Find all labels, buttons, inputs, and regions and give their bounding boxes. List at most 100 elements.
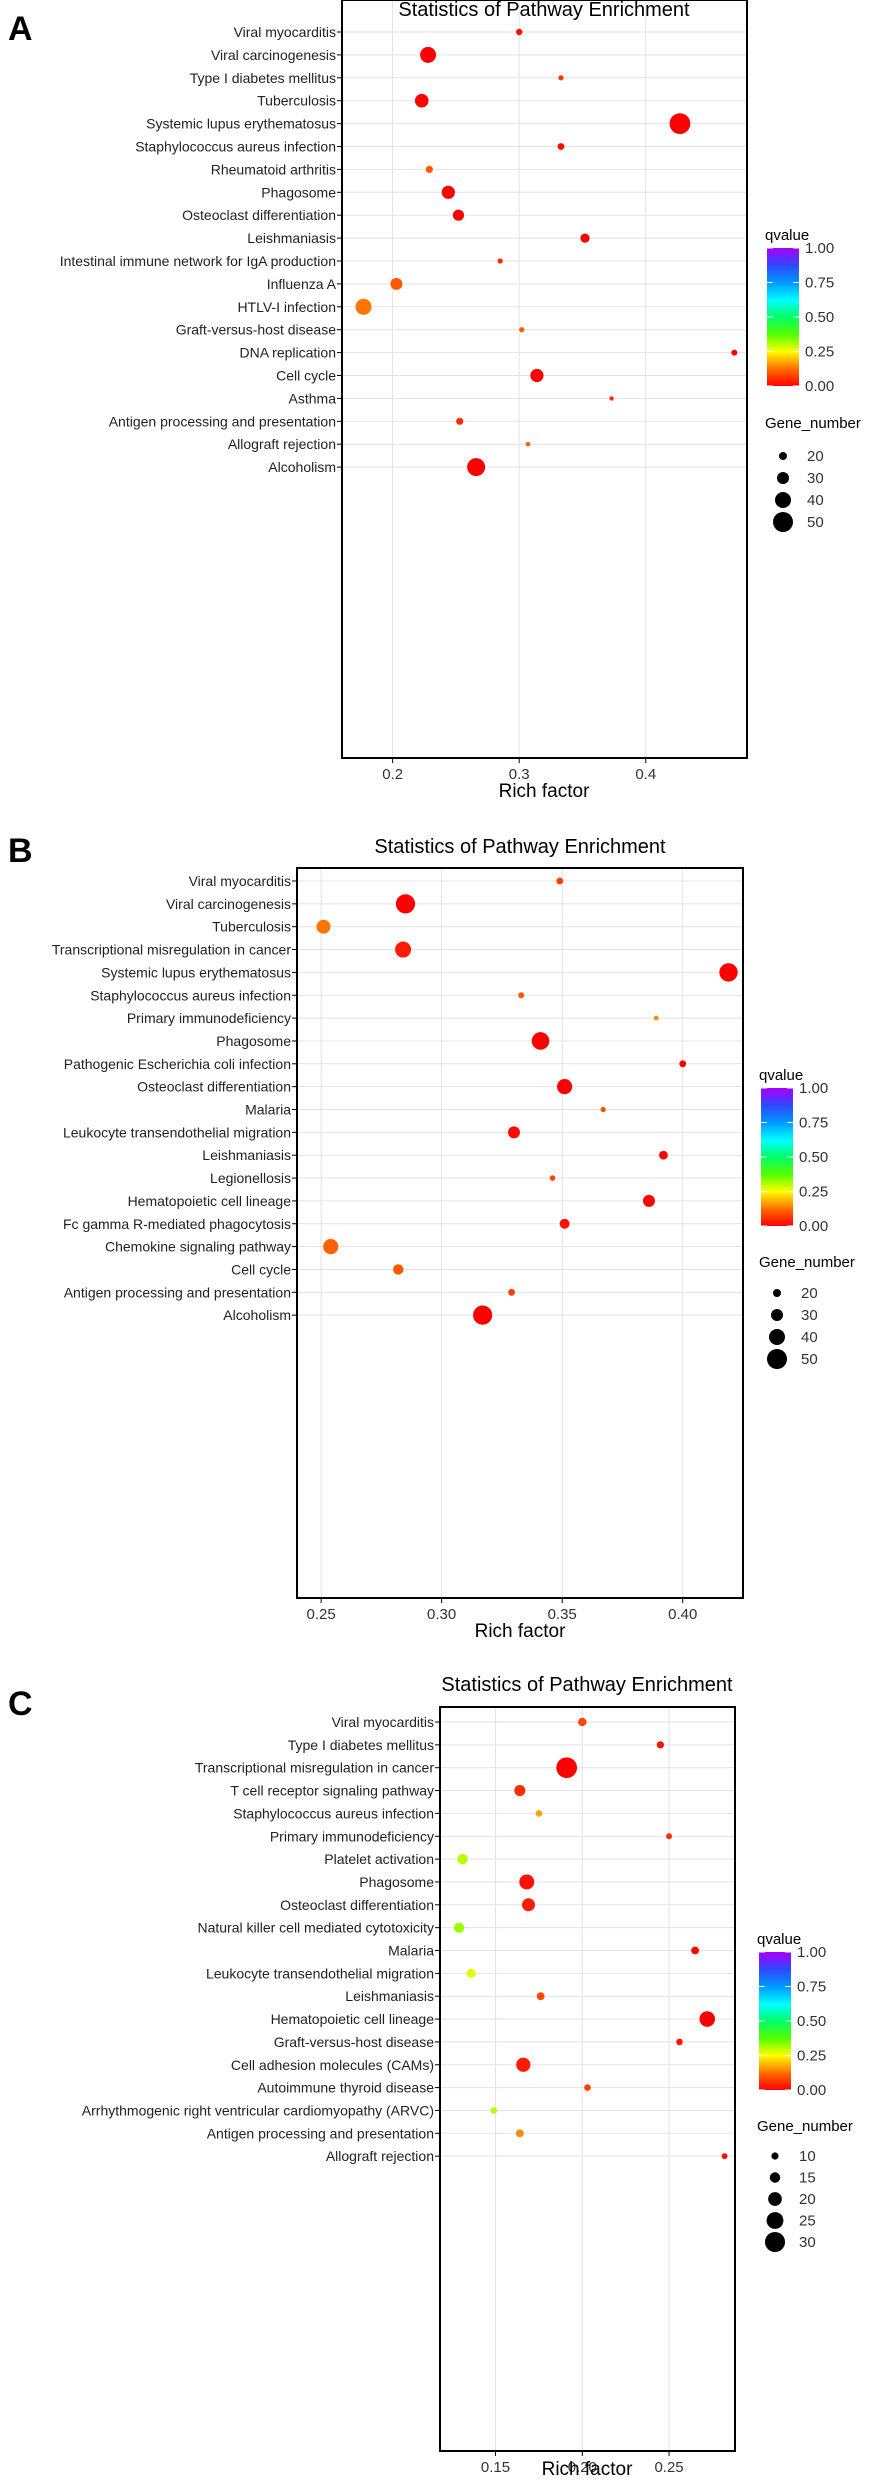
enrichment-point <box>452 209 465 221</box>
pathway-label: Leishmaniasis <box>247 230 336 246</box>
pathway-label: Phagosome <box>216 1033 291 1049</box>
pathway-label: Transcriptional misregulation in cancer <box>52 942 291 958</box>
enrichment-point <box>642 1194 655 1207</box>
colorbar-tick-label: 0.50 <box>799 1149 828 1166</box>
panel-b-label: B <box>8 832 33 870</box>
panel-a-qvalue-legend-title: qvalue <box>765 227 809 244</box>
enrichment-point <box>559 1218 570 1229</box>
enrichment-point <box>515 28 523 36</box>
enrichment-point <box>666 1833 673 1840</box>
pathway-label: Chemokine signaling pathway <box>105 1239 291 1255</box>
pathway-label: Hematopoietic cell lineage <box>271 2011 435 2027</box>
size-key-label: 10 <box>799 2148 816 2165</box>
size-key-label: 20 <box>799 2191 816 2208</box>
pathway-label: Viral carcinogenesis <box>166 896 291 912</box>
enrichment-point <box>691 1946 700 1955</box>
pathway-label: Arrhythmogenic right ventricular cardiom… <box>82 2102 434 2118</box>
enrichment-point <box>420 46 437 63</box>
panel-c-title: Statistics of Pathway Enrichment <box>441 1674 733 1696</box>
size-key-dot <box>773 1289 781 1297</box>
enrichment-point <box>507 1126 520 1139</box>
panel-a-qvalue-legend: qvalue 1.00 0.75 0.50 0.25 0.00 <box>765 227 834 395</box>
enrichment-point <box>731 349 738 356</box>
panel-b-points <box>316 877 738 1325</box>
x-tick-label: 0.3 <box>509 766 530 783</box>
colorbar-tick-label: 0.00 <box>805 378 834 395</box>
pathway-label: Legionellosis <box>210 1170 291 1186</box>
panel-a-label: A <box>8 10 33 48</box>
size-key-dot <box>769 1329 785 1345</box>
enrichment-point <box>519 1874 535 1890</box>
pathway-label: Antigen processing and presentation <box>64 1284 291 1300</box>
size-key-dot <box>773 512 793 532</box>
enrichment-point <box>456 417 464 425</box>
pathway-label: Type I diabetes mellitus <box>288 1737 434 1753</box>
pathway-label: Natural killer cell mediated cytotoxicit… <box>197 1920 434 1936</box>
size-key-dot <box>769 2172 781 2183</box>
enrichment-point <box>516 2057 531 2072</box>
enrichment-point <box>669 113 691 134</box>
panel-a-gene-number-legend: Gene_number 20 30 40 50 <box>765 415 861 532</box>
enrichment-point <box>556 1757 578 1779</box>
size-key-dot <box>766 2212 784 2229</box>
colorbar-tick-label: 0.00 <box>799 1218 828 1235</box>
panel-c-x-ticks: 0.15 0.20 0.25 <box>435 1721 684 2476</box>
enrichment-point <box>425 165 433 173</box>
pathway-label: Viral myocarditis <box>234 24 336 40</box>
pathway-label: Allograft rejection <box>228 436 336 452</box>
pathway-label: HTLV-I infection <box>237 299 336 315</box>
panel-b-qvalue-legend-title: qvalue <box>759 1067 803 1084</box>
enrichment-point <box>530 368 544 383</box>
enrichment-point <box>584 2084 591 2091</box>
enrichment-point <box>578 1717 587 1727</box>
size-key-dot <box>768 2192 782 2206</box>
panel-c-gene-number-legend: Gene_number 10 15 20 25 30 <box>757 2118 853 2253</box>
enrichment-point <box>558 75 564 81</box>
colorbar-tick-label: 1.00 <box>805 240 834 257</box>
pathway-label: Autoimmune thyroid disease <box>257 2080 434 2096</box>
pathway-label: Leishmaniasis <box>202 1147 291 1163</box>
enrichment-point <box>515 2129 524 2138</box>
pathway-label: Influenza A <box>267 276 337 292</box>
panel-b-gene-number-legend-title: Gene_number <box>759 1254 855 1271</box>
colorbar-tick-label: 0.25 <box>805 344 834 361</box>
size-key-label: 25 <box>799 2213 816 2230</box>
enrichment-point <box>522 1898 535 1912</box>
size-key-dot <box>767 1349 787 1369</box>
enrichment-point <box>393 1264 404 1275</box>
panel-c-points <box>453 1717 728 2160</box>
enrichment-point <box>355 298 372 315</box>
panel-b-x-ticks: 0.25 0.30 0.35 0.40 <box>292 880 697 1623</box>
pathway-label: Malaria <box>245 1102 291 1118</box>
x-tick-label: 0.15 <box>481 2459 510 2476</box>
size-key-label: 30 <box>801 1307 818 1324</box>
pathway-label: Asthma <box>289 390 337 406</box>
panel-a-category-labels: Viral myocarditis Viral carcinogenesis Typ… <box>60 24 337 475</box>
colorbar-tick-label: 1.00 <box>797 1944 826 1961</box>
pathway-label: Rheumatoid arthritis <box>211 161 336 177</box>
enrichment-point <box>536 1992 545 2001</box>
pathway-label: Primary immunodeficiency <box>270 1828 434 1844</box>
pathway-label: Systemic lupus erythematosus <box>101 964 291 980</box>
size-key-dot <box>771 1309 783 1321</box>
enrichment-point <box>679 1060 687 1068</box>
enrichment-point <box>466 1968 476 1978</box>
pathway-label: Antigen processing and presentation <box>207 2125 434 2141</box>
enrichment-point <box>441 185 455 199</box>
enrichment-point <box>457 1853 468 1865</box>
enrichment-point <box>395 894 416 914</box>
pathway-label: Staphylococcus aureus infection <box>135 139 336 155</box>
size-key-label: 30 <box>807 470 824 487</box>
panel-b-gene-number-legend: Gene_number 20 30 40 50 <box>759 1254 855 1369</box>
size-key-label: 20 <box>801 1285 818 1302</box>
enrichment-point <box>557 143 565 150</box>
pathway-label: Osteoclast differentiation <box>280 1897 434 1913</box>
enrichment-point <box>719 963 738 982</box>
pathway-label: T cell receptor signaling pathway <box>230 1783 434 1799</box>
pathway-label: Systemic lupus erythematosus <box>146 116 336 132</box>
pathway-label: Viral myocarditis <box>332 1714 434 1730</box>
x-tick-label: 0.2 <box>382 766 403 783</box>
pathway-label: Alcoholism <box>223 1307 291 1323</box>
pathway-label: Transcriptional misregulation in cancer <box>195 1760 434 1776</box>
pathway-label: Alcoholism <box>268 459 336 475</box>
